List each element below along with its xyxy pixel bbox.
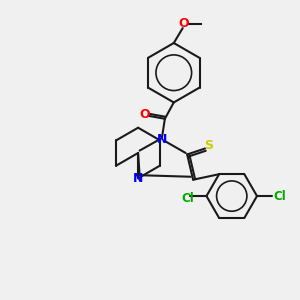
Text: S: S: [204, 139, 213, 152]
Text: N: N: [157, 133, 168, 146]
Text: Cl: Cl: [273, 190, 286, 202]
Text: O: O: [140, 108, 150, 121]
Text: N: N: [133, 172, 143, 185]
Text: O: O: [179, 17, 190, 30]
Text: Cl: Cl: [182, 192, 194, 205]
